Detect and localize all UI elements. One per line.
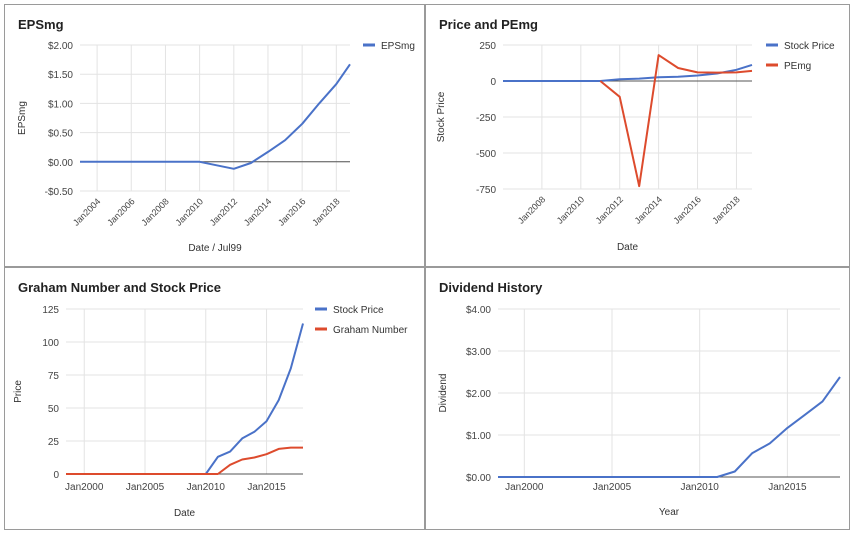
- y-tick-label: $1.50: [48, 70, 73, 81]
- x-tick-label: Jan2008: [516, 194, 547, 225]
- y-tick-label: $1.00: [48, 99, 73, 110]
- y-tick-label: $0.50: [48, 129, 73, 140]
- y-axis-label: Stock Price: [436, 91, 447, 142]
- y-tick-label: $2.00: [48, 41, 73, 52]
- series-line: [599, 54, 753, 188]
- x-tick-label: Jan2004: [71, 196, 102, 227]
- x-axis-label: Date: [174, 508, 196, 519]
- x-tick-label: Jan2000: [65, 482, 104, 493]
- y-tick-label: 250: [479, 41, 496, 52]
- x-tick-label: Jan2015: [768, 482, 807, 493]
- panel-graham: Graham Number and Stock Price 125 100 75 50…: [4, 267, 425, 530]
- y-tick-label: -750: [476, 185, 496, 196]
- y-tick-label: 125: [42, 305, 59, 316]
- y-axis-label: Dividend: [438, 374, 449, 413]
- series-line: [80, 63, 351, 170]
- x-axis-label: Year: [659, 507, 680, 518]
- legend-label: PEmg: [784, 61, 811, 72]
- x-tick-label: Jan2016: [276, 196, 307, 227]
- x-tick-label: Jan2008: [139, 196, 170, 227]
- y-tick-label: 25: [48, 437, 60, 448]
- x-axis-label: Date: [617, 242, 639, 253]
- chart-title: Price and PEmg: [439, 17, 538, 32]
- dividend-chart: $4.00 $3.00 $2.00 $1.00 $0.00 Jan2000 Jan2005 J…: [438, 305, 841, 518]
- y-tick-label: 0: [490, 77, 496, 88]
- x-tick-label: Jan2012: [208, 196, 239, 227]
- x-tick-label: Jan2000: [505, 482, 544, 493]
- panel-epsmg: EPSmg $2.00 $1.50 $1.00 $0.50 $0.00 -$0.50 Jan…: [4, 4, 425, 267]
- legend-label: EPSmg: [381, 41, 415, 52]
- x-tick-label: Jan2018: [310, 196, 341, 227]
- y-tick-label: 0: [53, 470, 59, 481]
- series-line: [498, 376, 841, 478]
- chart-title: Graham Number and Stock Price: [18, 280, 222, 295]
- y-tick-label: -500: [476, 149, 496, 160]
- x-tick-label: Jan2012: [594, 194, 625, 225]
- price-pemg-chart: 250 0 -250 -500 -750 Jan2008 Jan2010 Jan2012 Jan…: [436, 41, 835, 253]
- y-tick-label: $1.00: [466, 431, 491, 442]
- chart-title: EPSmg: [18, 17, 64, 32]
- y-tick-label: -250: [476, 113, 496, 124]
- series-line: [66, 446, 303, 475]
- x-tick-label: Jan2010: [174, 196, 205, 227]
- series-line: [66, 323, 304, 475]
- x-axis-label: Date / Jul99: [188, 243, 242, 254]
- y-tick-label: $0.00: [466, 473, 491, 484]
- x-tick-label: Jan2010: [555, 194, 586, 225]
- legend-label: Graham Number: [333, 325, 408, 336]
- x-tick-label: Jan2016: [671, 194, 702, 225]
- y-axis-label: EPSmg: [17, 101, 28, 135]
- legend-label: Stock Price: [333, 305, 384, 316]
- graham-chart: 125 100 75 50 25 0 Jan2000 Jan2005 Jan2010 Jan201…: [13, 305, 408, 519]
- x-tick-label: Jan2010: [681, 482, 720, 493]
- x-tick-label: Jan2014: [633, 194, 664, 225]
- y-tick-label: $2.00: [466, 389, 491, 400]
- y-axis-label: Price: [13, 380, 24, 403]
- y-tick-label: $3.00: [466, 347, 491, 358]
- x-tick-label: Jan2015: [247, 482, 286, 493]
- x-tick-label: Jan2014: [242, 196, 273, 227]
- x-tick-label: Jan2005: [126, 482, 165, 493]
- legend-label: Stock Price: [784, 41, 835, 52]
- panel-dividend: Dividend History $4.00 $3.00 $2.00 $1.00 $0.…: [425, 267, 850, 530]
- x-tick-label: Jan2006: [105, 196, 136, 227]
- y-tick-label: $4.00: [466, 305, 491, 316]
- y-tick-label: -$0.50: [45, 187, 74, 198]
- x-tick-label: Jan2005: [593, 482, 632, 493]
- x-tick-label: Jan2010: [187, 482, 226, 493]
- x-tick-label: Jan2018: [710, 194, 741, 225]
- y-tick-label: 100: [42, 338, 59, 349]
- y-tick-label: $0.00: [48, 158, 73, 169]
- y-tick-label: 75: [48, 371, 60, 382]
- y-tick-label: 50: [48, 404, 60, 415]
- chart-title: Dividend History: [439, 280, 543, 295]
- panel-price-pemg: Price and PEmg 250 0 -250 -500 -750 Jan2008 Ja…: [425, 4, 850, 267]
